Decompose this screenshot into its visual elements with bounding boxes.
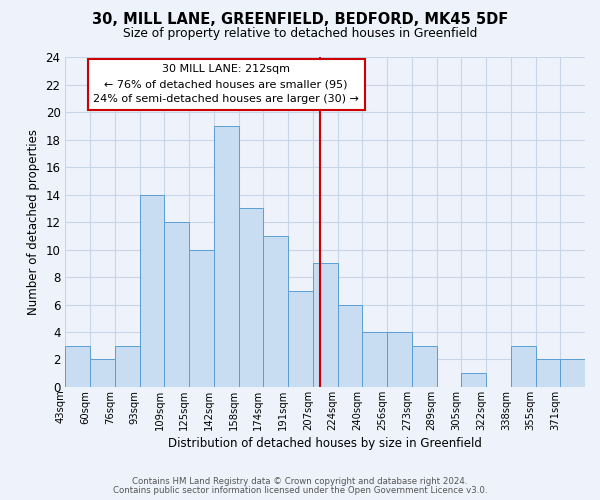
Text: 30, MILL LANE, GREENFIELD, BEDFORD, MK45 5DF: 30, MILL LANE, GREENFIELD, BEDFORD, MK45… (92, 12, 508, 28)
Bar (338, 304, 362, 387)
Text: 30 MILL LANE: 212sqm
← 76% of detached houses are smaller (95)
24% of semi-detac: 30 MILL LANE: 212sqm ← 76% of detached h… (94, 64, 359, 104)
Bar (387, 332, 412, 387)
Bar (536, 360, 560, 387)
Bar (214, 126, 239, 387)
Text: Size of property relative to detached houses in Greenfield: Size of property relative to detached ho… (123, 28, 477, 40)
Bar (362, 332, 387, 387)
Text: Contains HM Land Registry data © Crown copyright and database right 2024.: Contains HM Land Registry data © Crown c… (132, 478, 468, 486)
Bar (288, 291, 313, 387)
Bar (560, 360, 585, 387)
Bar (90, 360, 115, 387)
Bar (140, 195, 164, 387)
Bar (263, 236, 288, 387)
Bar (461, 373, 486, 387)
Text: Contains public sector information licensed under the Open Government Licence v3: Contains public sector information licen… (113, 486, 487, 495)
Y-axis label: Number of detached properties: Number of detached properties (27, 129, 40, 315)
Bar (313, 264, 338, 387)
X-axis label: Distribution of detached houses by size in Greenfield: Distribution of detached houses by size … (168, 437, 482, 450)
Bar (189, 250, 214, 387)
Bar (65, 346, 90, 387)
Bar (239, 208, 263, 387)
Bar (164, 222, 189, 387)
Bar (511, 346, 536, 387)
Bar (115, 346, 140, 387)
Bar (412, 346, 437, 387)
